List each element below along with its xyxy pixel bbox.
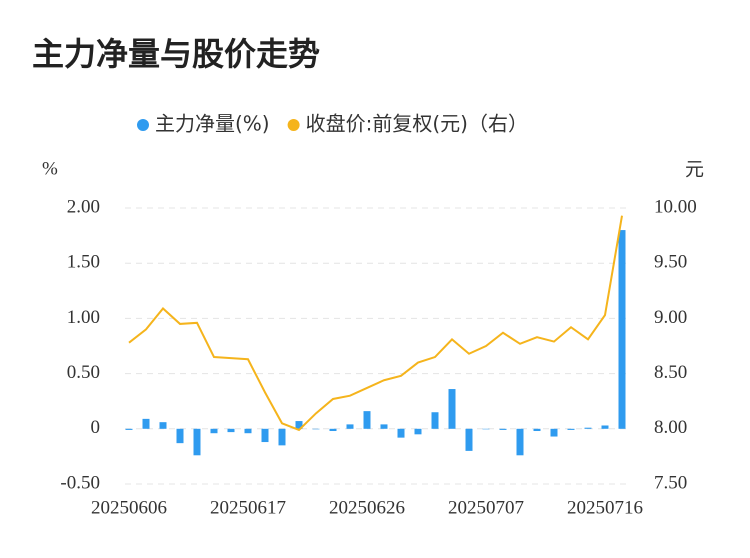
- bar: [142, 418, 150, 429]
- legend-label: 收盘价:前复权(元)（右）: [306, 112, 528, 136]
- y-axis-label: %: [42, 158, 58, 179]
- y2-tick-label: 9.00: [654, 307, 687, 328]
- y2-tick-label: 8.50: [654, 362, 687, 383]
- bar: [397, 428, 405, 438]
- bar: [448, 389, 456, 429]
- x-tick-label: 20250716: [567, 497, 643, 518]
- y2-tick-label: 10.00: [654, 196, 697, 217]
- y-tick-label: 1.00: [67, 307, 100, 328]
- bar: [312, 428, 320, 430]
- y-tick-label: 2.00: [67, 196, 100, 217]
- bar: [193, 428, 201, 456]
- y2-tick-label: 8.00: [654, 417, 687, 438]
- x-tick-label: 20250626: [329, 497, 405, 518]
- y2-axis-label: 元: [685, 159, 704, 181]
- bar: [431, 412, 439, 429]
- bar: [618, 230, 626, 429]
- bar: [601, 425, 609, 429]
- legend-marker: [137, 119, 149, 131]
- bar: [227, 428, 235, 433]
- bar: [584, 427, 592, 429]
- y2-tick-label: 9.50: [654, 252, 687, 273]
- y-tick-label: 1.50: [67, 252, 100, 273]
- bar: [295, 421, 303, 429]
- y-tick-label: 0.50: [67, 362, 100, 383]
- x-tick-label: 20250617: [210, 497, 286, 518]
- bar: [567, 428, 575, 430]
- x-tick-label: 20250606: [91, 497, 167, 518]
- chart-title: 主力净量与股价走势: [32, 35, 320, 73]
- bar: [363, 411, 371, 429]
- y2-tick-label: 7.50: [654, 472, 687, 493]
- bar: [499, 428, 507, 430]
- bar: [210, 428, 218, 434]
- bar: [261, 428, 269, 443]
- bar: [414, 428, 422, 435]
- bar: [159, 422, 167, 429]
- x-tick-label: 20250707: [448, 497, 524, 518]
- bar: [346, 424, 354, 429]
- y-tick-label: 0: [91, 417, 101, 438]
- bar: [278, 428, 286, 446]
- legend-marker: [287, 119, 300, 131]
- bar: [465, 428, 473, 451]
- y-tick-label: -0.50: [60, 472, 100, 493]
- legend-label: 主力净量(%): [155, 112, 270, 136]
- bar: [482, 428, 490, 430]
- bar: [380, 424, 388, 429]
- bar: [516, 428, 524, 456]
- bar: [125, 428, 133, 430]
- bar: [329, 428, 337, 432]
- price-line: [128, 215, 623, 432]
- bar: [244, 428, 252, 434]
- bar: [550, 428, 558, 437]
- bar: [176, 428, 184, 444]
- bar: [533, 428, 541, 432]
